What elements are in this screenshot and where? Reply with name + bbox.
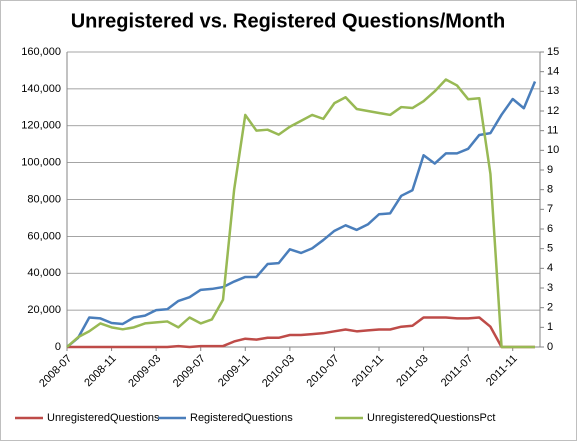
y2-tick-label: 4: [547, 262, 553, 274]
y-tick-label: 160,000: [21, 46, 61, 58]
y2-tick-label: 12: [547, 105, 559, 117]
chart-title: Unregistered vs. Registered Questions/Mo…: [71, 10, 506, 32]
y2-tick-label: 6: [547, 223, 553, 235]
y2-tick-label: 5: [547, 243, 553, 255]
y2-tick-label: 8: [547, 184, 553, 196]
series-line: [67, 316, 535, 349]
y-tick-label: 0: [55, 341, 61, 353]
y2-tick-label: 11: [547, 125, 558, 137]
y2-tick-label: 13: [547, 85, 559, 97]
y2-tick-label: 3: [547, 282, 553, 294]
y2-tick-label: 14: [547, 66, 559, 78]
y2-tick-label: 7: [547, 203, 553, 215]
y-tick-label: 100,000: [21, 157, 61, 169]
y2-tick-label: 1: [547, 321, 553, 333]
y-tick-label: 140,000: [21, 83, 61, 95]
y2-tick-label: 15: [547, 46, 559, 58]
y2-tick-label: 2: [547, 302, 553, 314]
series-line: [66, 81, 537, 348]
y2-tick-label: 10: [547, 144, 559, 156]
y-tick-label: 40,000: [27, 267, 61, 279]
series-line: [66, 78, 535, 349]
legend-label: UnregisteredQuestions: [47, 412, 160, 424]
y2-tick-label: 9: [547, 164, 553, 176]
legend-label: UnregisteredQuestionsPct: [367, 412, 495, 424]
y-tick-label: 80,000: [27, 193, 61, 205]
legend-label: RegisteredQuestions: [190, 412, 293, 424]
y-tick-label: 20,000: [27, 304, 61, 316]
y-tick-label: 120,000: [21, 120, 61, 132]
y2-tick-label: 0: [547, 341, 553, 353]
y-tick-label: 60,000: [27, 230, 61, 242]
